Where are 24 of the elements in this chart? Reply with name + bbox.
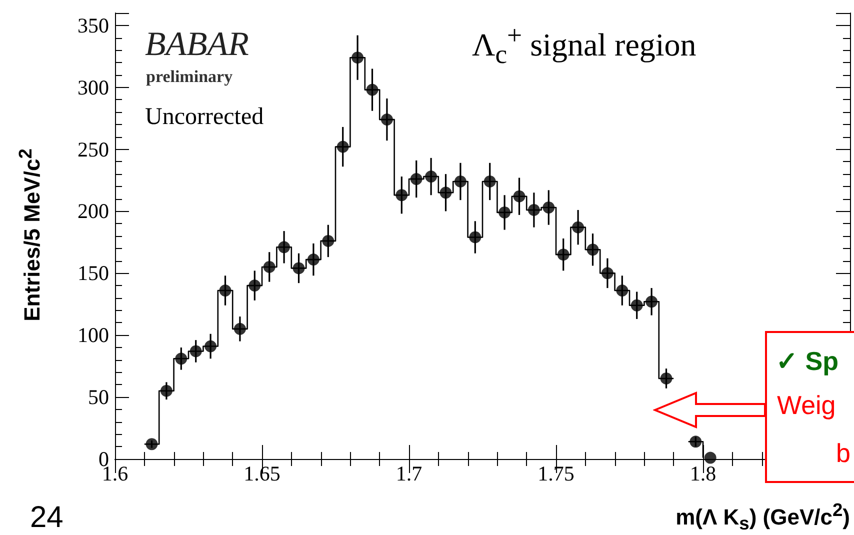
text: 24 <box>30 501 64 534</box>
y-tick-label: 350 <box>78 13 109 38</box>
x-tick-label: 1.7 <box>396 462 422 486</box>
x-axis-title: m(Λ K$_{s}$) (GeV/c$^{2}$) <box>676 499 850 534</box>
y-tick-label: 150 <box>78 261 109 286</box>
annotation: Uncorrected <box>145 104 264 130</box>
y-tick-label: 250 <box>78 137 109 162</box>
point <box>454 175 466 188</box>
x-tick-label: 1.75 <box>538 462 574 486</box>
annotation: Weig <box>777 390 836 420</box>
chart-title: Λ$_{c}$$^{+}$ signal region <box>472 20 696 70</box>
x-tick-label: 1.65 <box>244 462 280 486</box>
y-tick-label: 50 <box>88 385 109 410</box>
y-tick-label: 200 <box>78 199 109 224</box>
point <box>528 204 540 216</box>
annotation: ✓ Sp <box>776 346 838 376</box>
x-tick-label: 1.8 <box>690 462 716 486</box>
annotation: BABAR <box>145 26 249 63</box>
point <box>704 452 716 464</box>
y-tick-label: 300 <box>78 75 109 100</box>
annotation: b <box>836 438 850 468</box>
point <box>219 284 232 297</box>
y-tick-label: 100 <box>78 323 109 348</box>
annotation: preliminary <box>146 67 233 86</box>
